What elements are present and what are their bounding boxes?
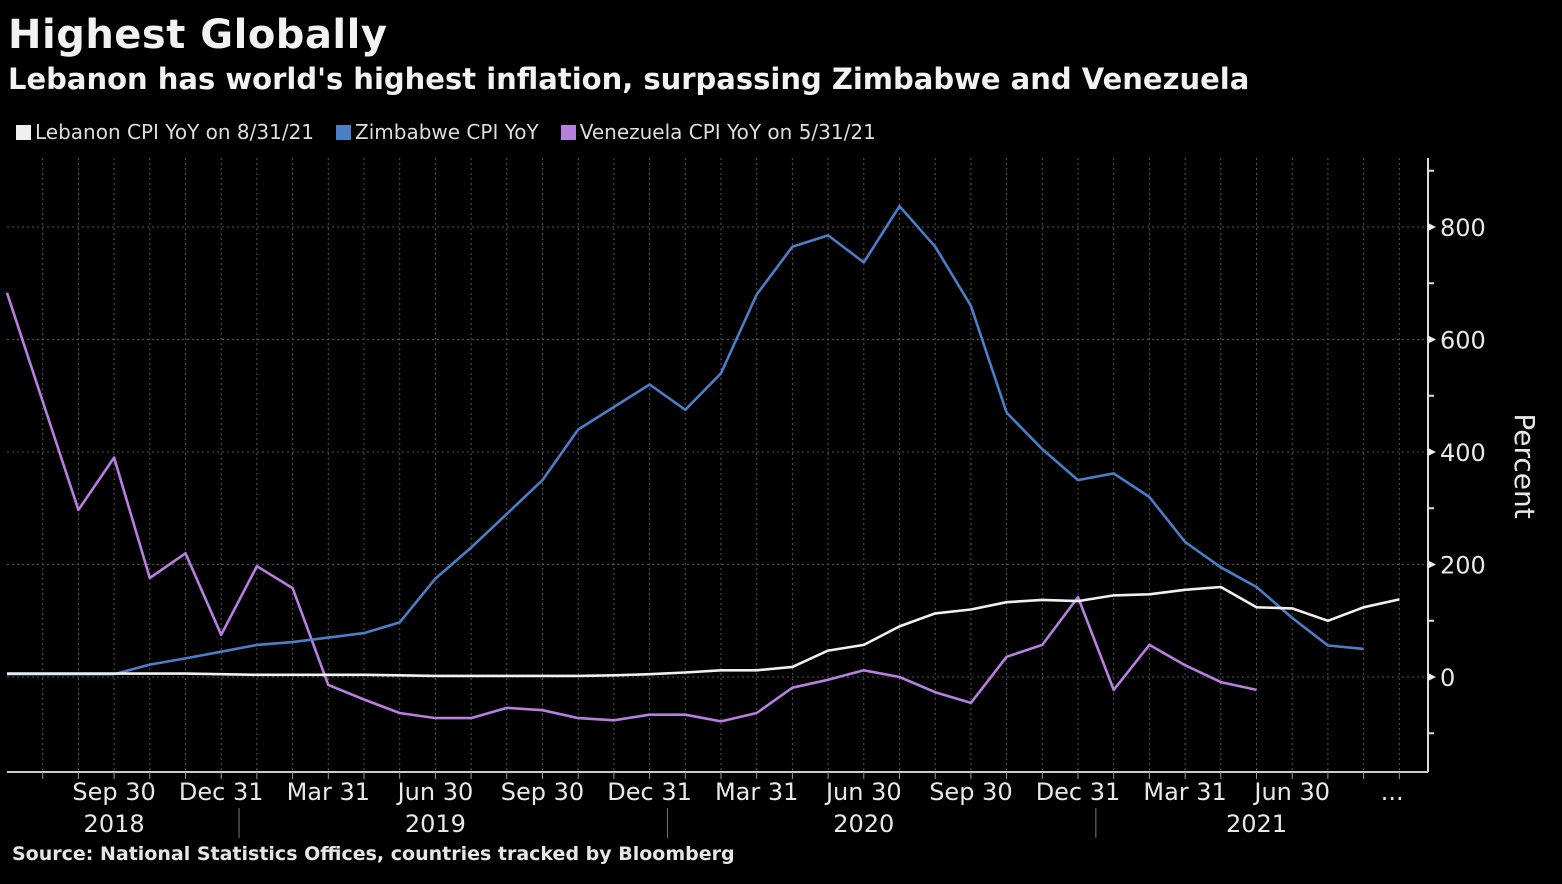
series-lines — [5, 204, 1400, 723]
x-tick-label: Dec 31 — [179, 778, 264, 806]
y-tick-label: 800 — [1440, 214, 1486, 242]
x-tick-label: Dec 31 — [1036, 778, 1121, 806]
y-tick-label: 400 — [1440, 439, 1486, 467]
legend-item-venezuela: Venezuela CPI YoY on 5/31/21 — [560, 120, 876, 144]
year-label: 2020 — [833, 810, 894, 838]
y-tick-marker — [1428, 335, 1436, 344]
legend-swatch-zimbabwe — [336, 124, 352, 140]
y-tick-marker — [1428, 223, 1436, 231]
y-tick-marker — [1428, 448, 1436, 456]
legend-swatch-venezuela — [560, 124, 576, 140]
year-label: 2019 — [405, 810, 466, 838]
y-tick-marker — [1428, 560, 1436, 569]
lebanon-line — [7, 585, 1400, 678]
x-tick-label: Mar 31 — [287, 778, 370, 806]
x-tick-label: Sep 30 — [929, 778, 1012, 806]
y-tick-label: 200 — [1440, 552, 1486, 580]
x-tick-label: Sep 30 — [501, 778, 584, 806]
y-tick-marker — [1428, 673, 1436, 681]
axes: 0 200 400 600 800... Sep 30 Dec 31 Mar 31 Jun 30… — [7, 158, 1486, 838]
zimbabwe-line — [7, 204, 1364, 676]
legend-label-zimbabwe: Zimbabwe CPI YoY — [355, 120, 539, 144]
legend-label-venezuela: Venezuela CPI YoY on 5/31/21 — [579, 120, 876, 144]
chart-subtitle: Lebanon has world's highest inflation, s… — [8, 62, 1250, 96]
venezuela-line — [5, 292, 1257, 723]
grid — [7, 158, 1428, 772]
y-tick-label: 600 — [1440, 327, 1486, 355]
year-label: 2021 — [1226, 810, 1287, 838]
year-label: 2018 — [84, 810, 145, 838]
chart-title: Highest Globally — [8, 12, 388, 58]
x-tick-label: Mar 31 — [1143, 778, 1226, 806]
x-tick-label: Jun 30 — [396, 778, 474, 806]
x-tick-label: Mar 31 — [715, 778, 798, 806]
legend-swatch-lebanon — [16, 124, 31, 140]
x-tick-label: Jun 30 — [824, 778, 902, 806]
legend-item-zimbabwe: Zimbabwe CPI YoY — [336, 120, 539, 144]
x-tick-label: ... — [1381, 778, 1404, 806]
legend-item-lebanon: Lebanon CPI YoY on 8/31/21 — [16, 120, 314, 144]
legend: Lebanon CPI YoY on 8/31/21 Zimbabwe CPI … — [16, 120, 876, 144]
y-tick-label: 0 — [1440, 664, 1455, 692]
source-note: Source: National Statistics Offices, cou… — [12, 843, 735, 865]
legend-label-lebanon: Lebanon CPI YoY on 8/31/21 — [35, 120, 315, 144]
x-tick-label: Dec 31 — [607, 778, 692, 806]
x-tick-label: Jun 30 — [1252, 778, 1330, 806]
x-tick-label: Sep 30 — [72, 778, 155, 806]
y-axis-label: Percent — [1508, 413, 1541, 518]
